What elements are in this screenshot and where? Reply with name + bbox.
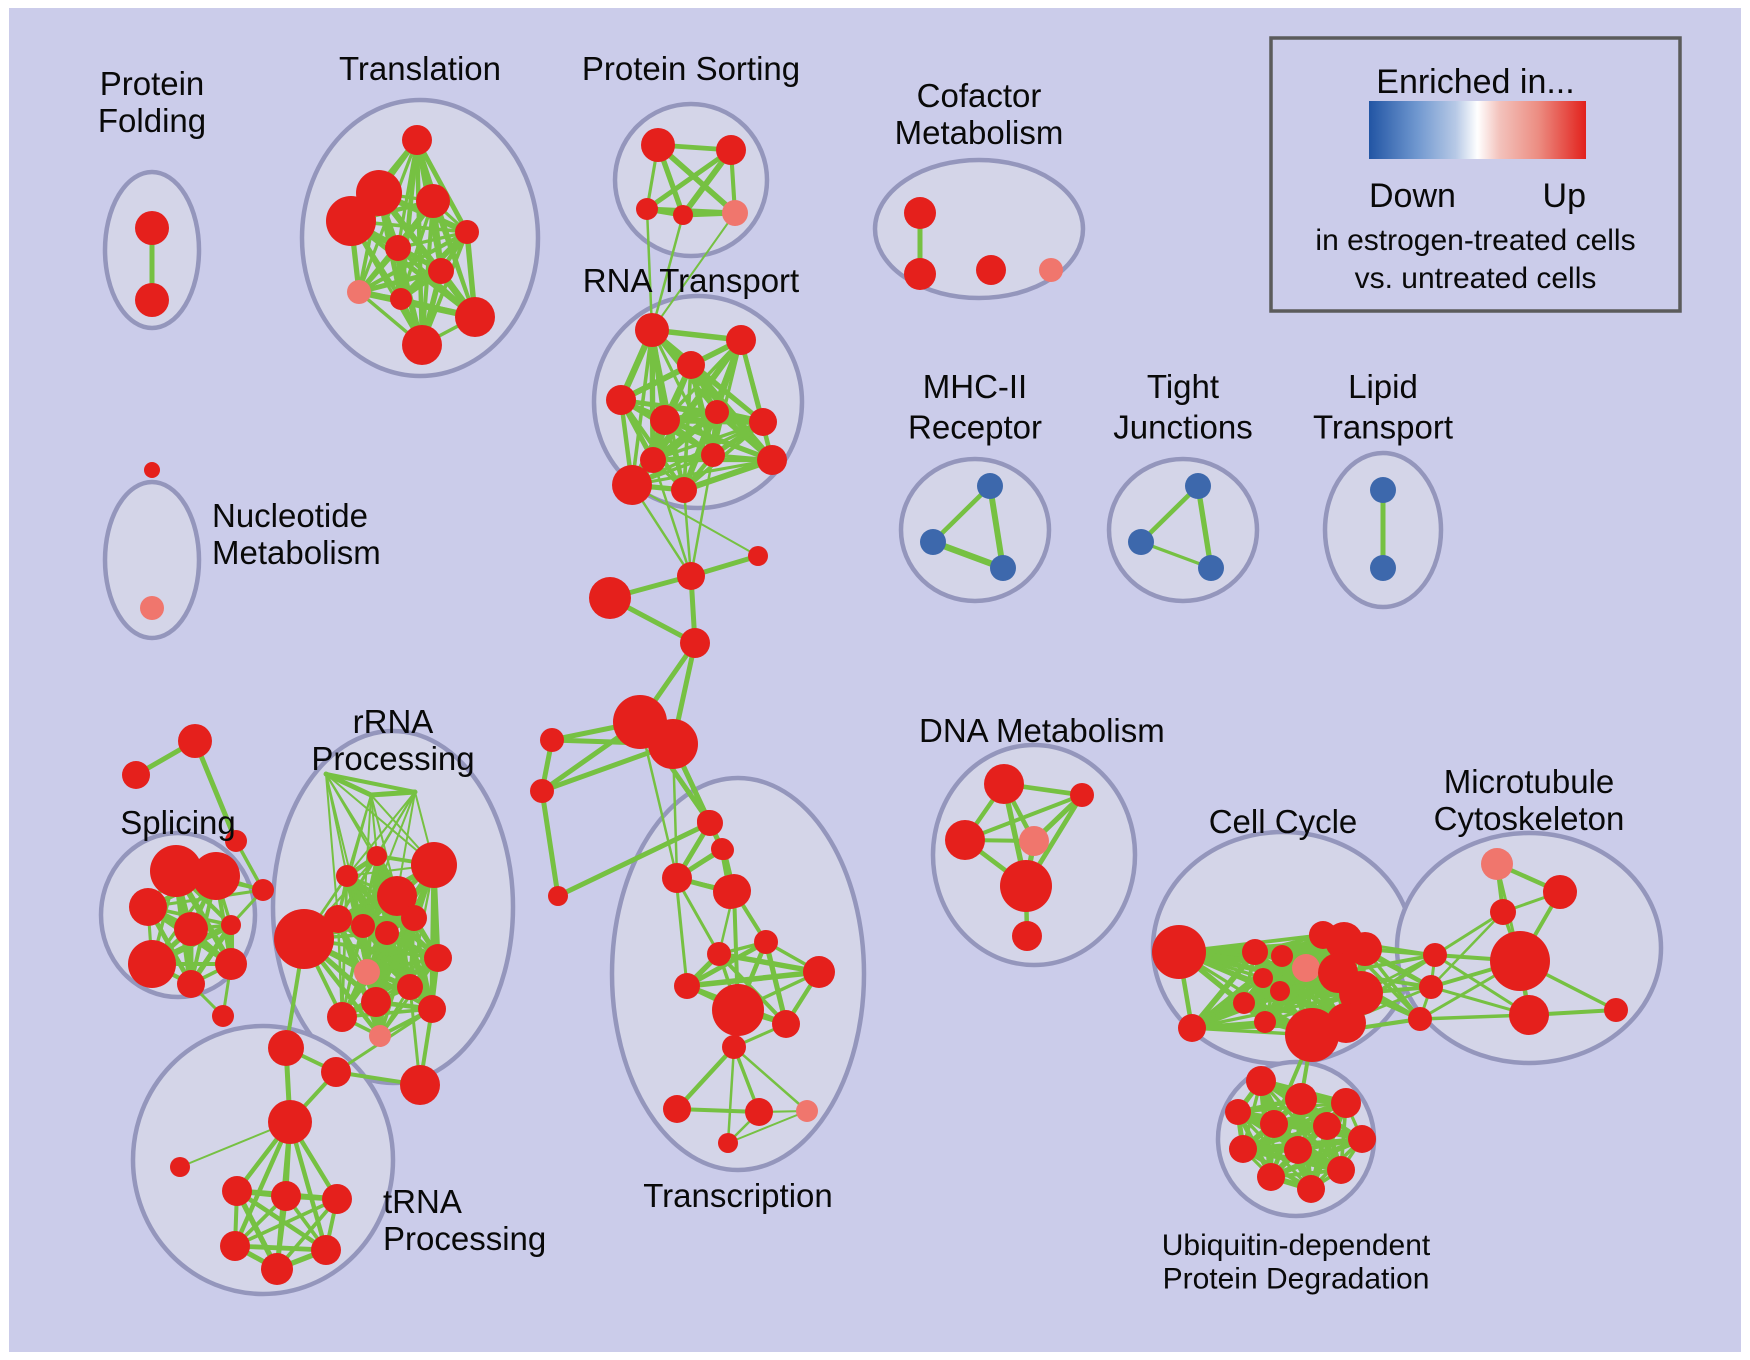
svg-text:in estrogen-treated cells: in estrogen-treated cells: [1315, 224, 1635, 257]
svg-text:DNA Metabolism: DNA Metabolism: [919, 712, 1165, 749]
svg-text:Translation: Translation: [339, 50, 501, 87]
svg-text:Transcription: Transcription: [643, 1177, 833, 1214]
svg-text:Protein Sorting: Protein Sorting: [582, 50, 800, 87]
svg-text:Up: Up: [1543, 177, 1586, 215]
svg-text:Down: Down: [1369, 177, 1456, 215]
svg-text:Cell Cycle: Cell Cycle: [1209, 803, 1358, 840]
svg-text:Splicing: Splicing: [120, 804, 236, 841]
svg-text:vs. untreated cells: vs. untreated cells: [1355, 262, 1597, 295]
svg-text:RNA Transport: RNA Transport: [583, 262, 799, 299]
svg-text:Enriched in...: Enriched in...: [1376, 63, 1574, 101]
